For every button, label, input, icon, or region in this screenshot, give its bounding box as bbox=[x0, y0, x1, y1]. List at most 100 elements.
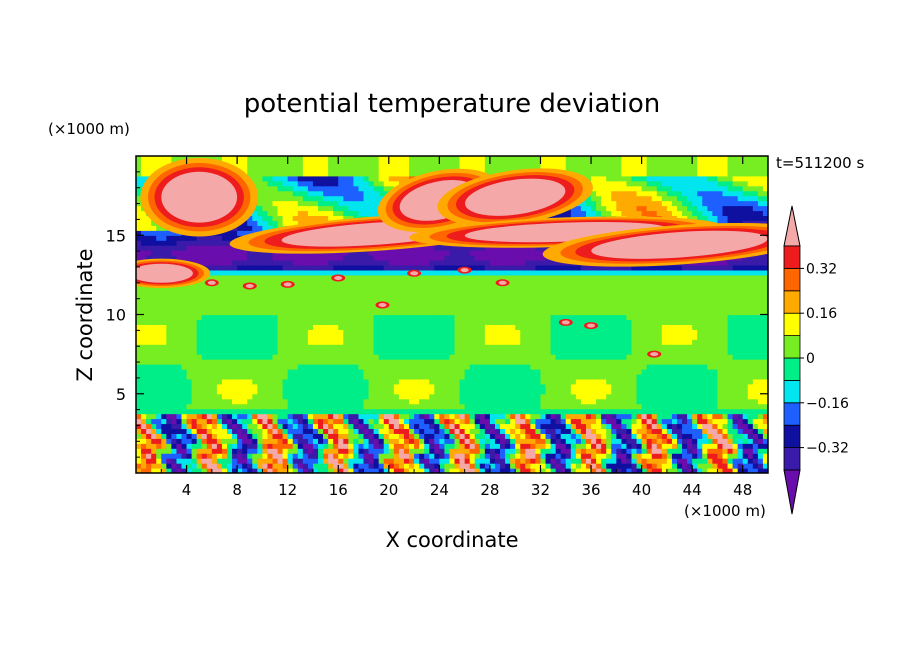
contour-cell bbox=[494, 433, 501, 439]
contour-cell bbox=[439, 160, 446, 167]
contour-cell bbox=[464, 329, 471, 335]
contour-cell bbox=[277, 334, 284, 340]
contour-cell bbox=[378, 383, 385, 390]
contour-cell bbox=[323, 175, 329, 182]
contour-cell bbox=[484, 339, 491, 345]
contour-cell bbox=[237, 299, 243, 306]
contour-cell bbox=[136, 383, 142, 390]
contour-cell bbox=[474, 438, 481, 444]
contour-cell bbox=[388, 180, 395, 187]
contour-cell bbox=[176, 309, 183, 316]
contour-cell bbox=[353, 314, 360, 321]
contour-cell bbox=[262, 393, 269, 400]
contour-cell bbox=[136, 408, 142, 415]
contour-cell bbox=[520, 438, 526, 444]
contour-cell bbox=[141, 413, 147, 420]
contour-cell bbox=[348, 448, 355, 454]
contour-cell bbox=[363, 165, 370, 172]
contour-cell bbox=[221, 269, 228, 276]
contour-cell bbox=[237, 269, 243, 276]
contour-cell bbox=[434, 468, 440, 473]
contour-cell bbox=[221, 255, 228, 261]
contour-cell bbox=[146, 364, 152, 370]
contour-cell bbox=[515, 274, 521, 281]
contour-cell bbox=[525, 255, 531, 261]
contour-cell bbox=[338, 269, 344, 276]
contour-cell bbox=[403, 344, 410, 350]
contour-cell bbox=[318, 304, 324, 311]
contour-cell bbox=[403, 403, 410, 410]
contour-cell bbox=[434, 433, 440, 439]
contour-cell bbox=[297, 160, 304, 167]
contour-cell bbox=[242, 319, 248, 325]
contour-cell bbox=[439, 354, 446, 360]
contour-cell bbox=[348, 170, 355, 177]
contour-cell bbox=[242, 368, 248, 375]
contour-cell bbox=[373, 200, 380, 207]
contour-cell bbox=[318, 324, 324, 330]
contour-cell bbox=[292, 324, 299, 330]
contour-cell bbox=[262, 175, 269, 182]
contour-cell bbox=[211, 294, 218, 301]
contour-cell bbox=[363, 423, 370, 430]
contour-cell bbox=[479, 423, 486, 430]
contour-cell bbox=[292, 200, 299, 207]
contour-cell bbox=[434, 378, 440, 385]
contour-cell bbox=[136, 423, 142, 430]
contour-cell bbox=[227, 378, 233, 385]
contour-cell bbox=[403, 373, 410, 380]
contour-cell bbox=[257, 309, 263, 316]
contour-cell bbox=[353, 324, 360, 330]
contour-cell bbox=[398, 274, 405, 281]
contour-cell bbox=[161, 453, 167, 459]
contour-cell bbox=[176, 255, 183, 261]
contour-cell bbox=[500, 433, 506, 439]
contour-cell bbox=[328, 418, 334, 425]
contour-cell bbox=[242, 373, 248, 380]
contour-cell bbox=[221, 359, 228, 365]
contour-cell bbox=[323, 274, 329, 281]
contour-cell bbox=[494, 393, 501, 400]
contour-cell bbox=[237, 354, 243, 360]
contour-cell bbox=[439, 274, 446, 281]
contour-cell bbox=[403, 468, 410, 473]
contour-cell bbox=[323, 215, 329, 221]
contour-cell bbox=[141, 240, 147, 246]
contour-cell bbox=[287, 418, 294, 425]
contour-cell bbox=[505, 309, 511, 316]
contour-cell bbox=[277, 329, 284, 335]
contour-cell bbox=[242, 383, 248, 390]
contour-cell bbox=[409, 468, 415, 473]
contour-cell bbox=[378, 458, 385, 464]
contour-cell bbox=[186, 245, 193, 251]
contour-cell bbox=[166, 468, 172, 473]
contour-cell bbox=[510, 438, 516, 444]
contour-cell bbox=[464, 403, 471, 410]
contour-cell bbox=[166, 319, 172, 325]
contour-cell bbox=[282, 364, 289, 370]
contour-cell bbox=[489, 314, 496, 321]
contour-cell bbox=[282, 443, 289, 449]
contour-cell bbox=[429, 160, 435, 167]
contour-cell bbox=[353, 344, 360, 350]
contour-cell bbox=[297, 344, 304, 350]
contour-cell bbox=[161, 250, 167, 256]
contour-cell bbox=[409, 443, 415, 449]
contour-cell bbox=[398, 170, 405, 177]
contour-cell bbox=[510, 393, 516, 400]
contour-cell bbox=[403, 156, 410, 162]
contour-cell bbox=[136, 468, 142, 473]
contour-cell bbox=[282, 260, 289, 266]
contour-cell bbox=[489, 398, 496, 405]
contour-cell bbox=[216, 349, 223, 355]
contour-cell bbox=[338, 368, 344, 375]
contour-cell bbox=[227, 324, 233, 330]
contour-cell bbox=[287, 260, 294, 266]
contour-cell bbox=[429, 398, 435, 405]
contour-cell bbox=[464, 383, 471, 390]
contour-cell bbox=[444, 309, 451, 316]
contour-cell bbox=[171, 309, 178, 316]
contour-cell bbox=[388, 284, 395, 291]
contour-cell bbox=[434, 269, 440, 276]
contour-cell bbox=[323, 433, 329, 439]
